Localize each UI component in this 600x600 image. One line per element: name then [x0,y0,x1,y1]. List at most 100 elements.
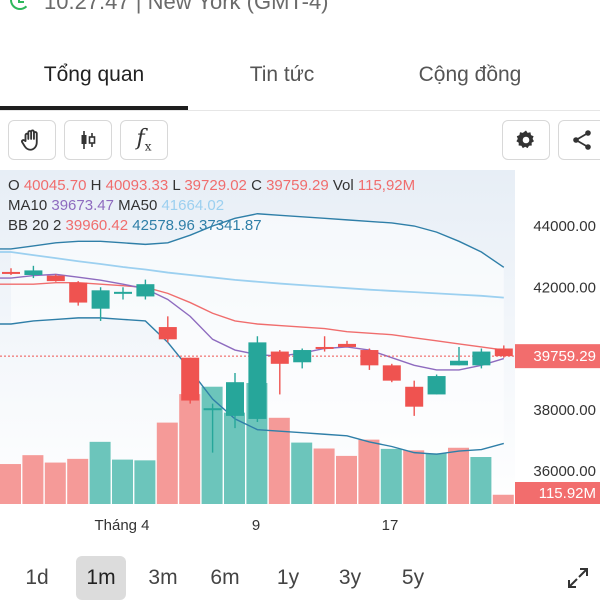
y-tick-label: 44000.00 [533,218,596,235]
price-tag [515,344,600,369]
volume-bar [67,458,89,504]
candle-body [293,350,312,363]
ma-row: MA10 39673.47 MA50 41664.02 [8,196,415,216]
candlestick-icon [81,131,96,149]
candle-body [427,376,446,395]
ma50-label: MA50 [118,197,158,214]
share-button[interactable] [558,120,600,160]
range-3y[interactable]: 3y [338,566,362,589]
y-tick-label: 42000.00 [533,279,596,296]
indicators-button[interactable]: fx [120,120,168,160]
volume-bar [112,459,133,504]
volume-bar [470,457,492,504]
candle-body [24,270,43,275]
chart-type-button[interactable] [64,120,112,160]
bb-upper-line [0,213,505,268]
ma50-line [0,251,504,299]
price-chart[interactable]: 44000.00 42000.00 38000.00 36000.00 39759.29… [0,170,600,542]
volume-tag [515,482,600,504]
low-value: 39729.02 [184,177,247,194]
candle-body [494,348,513,357]
volume-bar [403,450,425,504]
bb-lower-line [0,317,504,455]
range-1d[interactable]: 1d [25,566,49,589]
volume-bar [156,422,178,504]
chart-legend: O 40045.70 H 40093.33 L 39729.02 C 39759… [8,176,415,236]
tab-community[interactable]: Cộng đồng [418,63,522,86]
y-tick-label: 38000.00 [533,402,596,419]
range-5y[interactable]: 5y [401,566,425,589]
high-value: 40093.33 [105,177,169,194]
ma10-label: MA10 [8,197,48,214]
bb-fill [11,213,504,455]
candle-body [114,291,132,294]
price-chart-svg[interactable]: 44000.00 42000.00 38000.00 36000.00 39759.29… [0,170,600,542]
candle-body [360,350,379,366]
expand-icon[interactable] [566,566,590,590]
ma10-value: 39673.47 [51,197,114,214]
volume-bar [291,442,313,504]
drawing-mode-button[interactable] [8,120,56,160]
candle-body [270,351,289,364]
close-label: C [251,177,262,194]
volume-bar [336,455,357,504]
volume-bar [22,455,44,504]
x-tick-label: 17 [382,517,399,534]
volume-bar [134,460,156,504]
range-selector: 1d 1m 3m 6m 1y 3y 5y [0,556,600,600]
chart-toolbar: fx [0,120,600,162]
volume-bar [179,394,201,504]
candle-body [338,343,356,347]
range-1m[interactable]: 1m [76,556,126,600]
bb-row: BB 20 2 39960.42 42578.96 37341.87 [8,216,415,236]
high-label: H [90,177,102,194]
market-clock-icon [10,0,30,10]
candle-body [405,386,424,407]
candle-body [248,342,267,419]
open-value: 40045.70 [23,177,87,194]
price-tag-label: 39759.29 [533,348,596,365]
range-6m[interactable]: 6m [210,566,240,589]
candle-body [382,365,401,381]
candle-body [181,357,200,401]
gear-icon [516,130,534,149]
volume-bar [448,447,469,504]
candle-body [226,382,244,416]
tab-news[interactable]: Tin tức [249,63,315,86]
volume-bar [492,494,514,504]
function-icon: fx [136,126,152,154]
candle-body [2,271,20,274]
volume-label: Vol [332,177,354,194]
x-tick-label: Tháng 4 [94,517,149,534]
candle-body [91,290,110,309]
candle-body [450,360,468,366]
candle-body [69,282,88,303]
tab-overview[interactable]: Tổng quan [43,63,145,86]
y-tick-label: 36000.00 [533,463,596,480]
x-tick-label: 9 [252,517,260,534]
range-3m[interactable]: 3m [148,566,178,589]
volume-bar [89,441,111,504]
volume-bar [358,439,380,504]
volume-bar [44,462,66,504]
volume-bar [0,464,21,504]
candle-body [46,275,65,282]
candle-body [158,327,177,340]
bb-label: BB 20 2 [8,217,62,234]
volume-value: 115,92M [357,177,416,194]
volume-bar [380,448,402,504]
bb-lower-value: 37341.87 [199,217,262,234]
ohlc-row: O 40045.70 H 40093.33 L 39729.02 C 39759… [8,176,415,196]
candle-body [203,408,222,411]
range-1y[interactable]: 1y [276,566,300,589]
settings-button[interactable] [502,120,550,160]
share-icon [573,130,591,150]
bb-mid-value: 39960.42 [65,217,129,234]
ma50-value: 41664.02 [161,197,225,214]
candle-body [315,346,334,349]
candle-body [472,351,491,366]
bb-upper-value: 42578.96 [132,217,195,234]
hand-icon [21,129,38,151]
active-tab-indicator [0,106,188,110]
status-bar: 10:27:47 | New York (GMT-4) [0,0,600,30]
